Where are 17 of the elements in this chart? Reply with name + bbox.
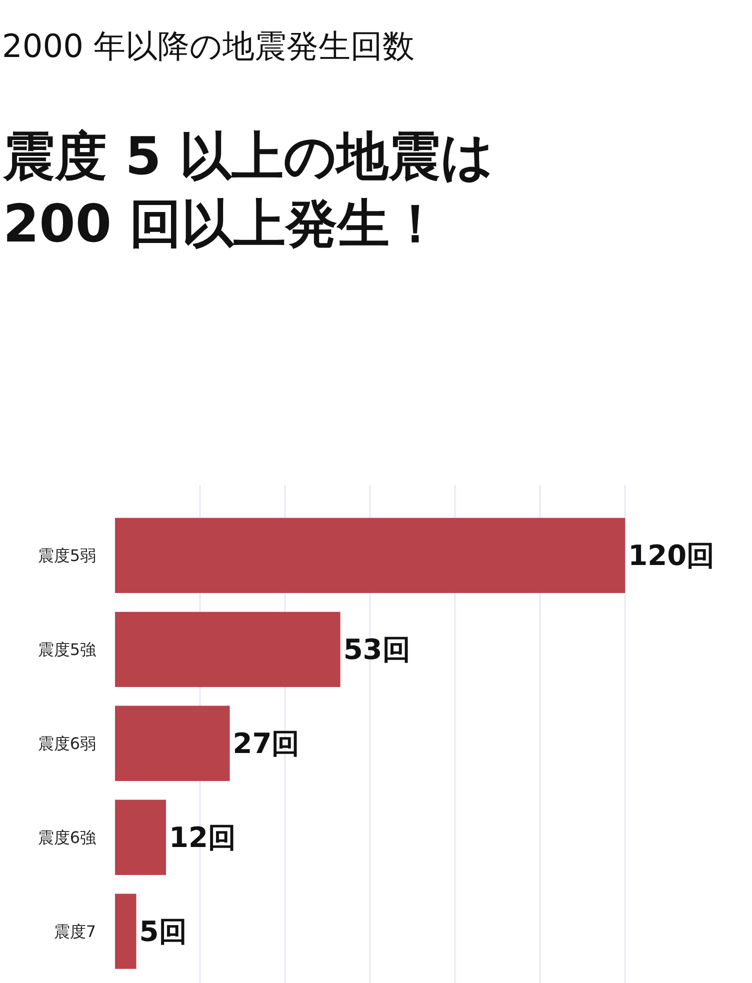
data-label: 12回 bbox=[169, 820, 236, 854]
y-tick-label: 震度5強 bbox=[38, 640, 96, 660]
data-label: 27回 bbox=[232, 726, 300, 760]
chart-subtitle: 震度 5 以上の地震は 200 回以上発生！ bbox=[2, 127, 494, 255]
data-label: 5回 bbox=[139, 914, 187, 948]
y-tick-label: 震度6弱 bbox=[38, 734, 96, 753]
chart-title: 2000 年以降の地震発生回数 bbox=[2, 27, 415, 65]
bar bbox=[115, 706, 230, 781]
y-tick-label: 震度6強 bbox=[38, 828, 96, 847]
data-label: 53回 bbox=[343, 632, 410, 666]
bar bbox=[115, 518, 626, 594]
y-tick-label: 震度5弱 bbox=[38, 546, 96, 566]
bar bbox=[115, 800, 166, 875]
bar bbox=[115, 894, 136, 969]
y-tick-label: 震度7 bbox=[54, 922, 96, 941]
bar bbox=[115, 612, 340, 688]
data-label: 120回 bbox=[628, 538, 715, 572]
